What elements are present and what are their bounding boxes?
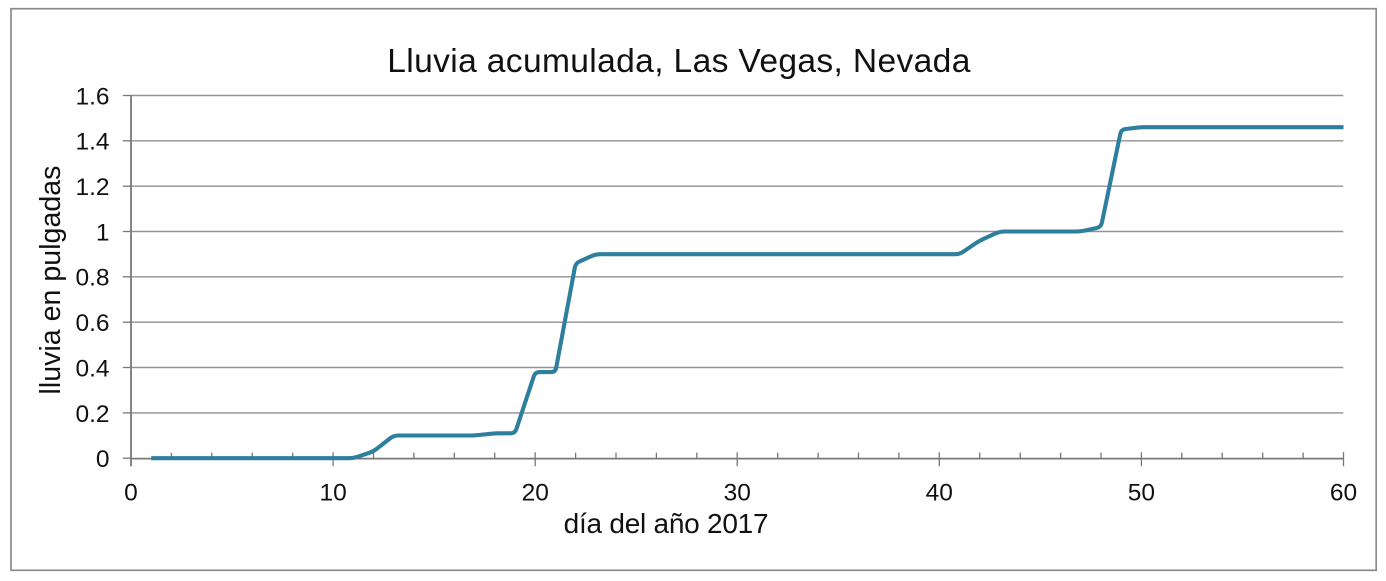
svg-text:60: 60 <box>1330 479 1357 506</box>
svg-text:0.4: 0.4 <box>75 355 109 382</box>
svg-text:0: 0 <box>96 446 110 473</box>
svg-text:Lluvia acumulada, Las Vegas, N: Lluvia acumulada, Las Vegas, Nevada <box>387 43 970 80</box>
svg-text:lluvia en pulgadas: lluvia en pulgadas <box>35 166 67 395</box>
svg-text:0: 0 <box>124 479 138 506</box>
svg-text:1: 1 <box>96 219 110 246</box>
svg-text:10: 10 <box>319 479 346 506</box>
svg-text:40: 40 <box>926 479 953 506</box>
svg-text:0.2: 0.2 <box>75 401 109 428</box>
svg-text:20: 20 <box>522 479 549 506</box>
svg-text:1.4: 1.4 <box>75 129 109 156</box>
svg-text:1.6: 1.6 <box>75 83 109 110</box>
svg-text:1.2: 1.2 <box>75 174 109 201</box>
svg-text:día del año 2017: día del año 2017 <box>564 508 769 539</box>
svg-text:30: 30 <box>724 479 751 506</box>
svg-text:50: 50 <box>1128 479 1155 506</box>
svg-text:0.8: 0.8 <box>75 265 109 292</box>
svg-text:0.6: 0.6 <box>75 310 109 337</box>
